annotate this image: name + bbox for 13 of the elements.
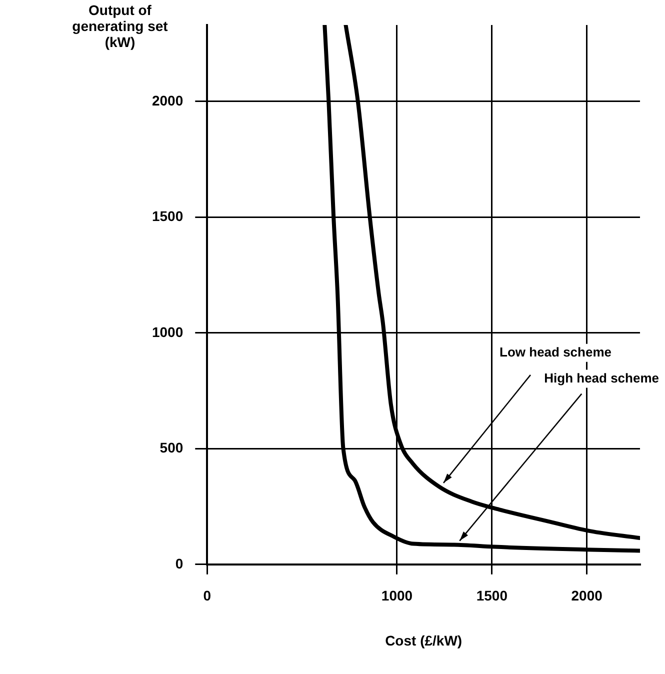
y-tick-label: 2000 — [152, 92, 184, 108]
annotation: High head scheme — [544, 370, 660, 386]
y-tick-label: 1000 — [152, 324, 184, 340]
x-tick-label: 1000 — [381, 588, 413, 604]
x-tick-label: 1500 — [476, 588, 508, 604]
x-tick-label: 2000 — [571, 588, 603, 604]
y-tick-label: 500 — [160, 440, 184, 456]
annotation: Low head scheme — [500, 344, 612, 360]
y-tick-label: 0 — [175, 555, 184, 572]
x-axis-title: Cost (£/kW) — [385, 632, 462, 648]
y-axis-title: Output of generating set (kW) — [71, 2, 169, 50]
x-tick-label: 0 — [203, 588, 212, 604]
y-tick-label: 1500 — [152, 208, 184, 224]
